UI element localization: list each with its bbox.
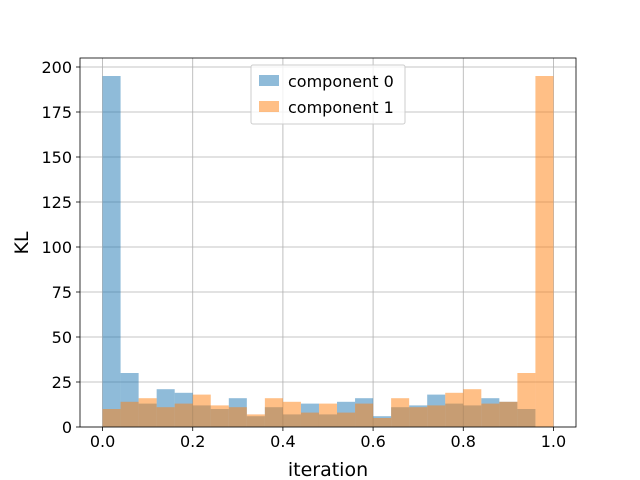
bar-series-1 [481, 403, 500, 427]
y-tick-label: 50 [52, 328, 72, 347]
x-tick-label: 0.2 [180, 432, 205, 451]
legend-swatch [259, 75, 279, 86]
bar-series-1 [174, 403, 193, 427]
legend-frame [250, 64, 406, 125]
bar-series-1 [337, 412, 356, 427]
bar-series-1 [120, 401, 139, 427]
bar-series-0 [102, 76, 121, 427]
legend-entry-label: component 1 [288, 98, 394, 117]
legend-entry-label: component 0 [288, 72, 394, 91]
legend: component 0 component 1 [250, 64, 406, 125]
x-axis-ticks: 0.0 0.2 0.4 0.6 0.8 1.0 [90, 427, 566, 451]
x-axis-label: iteration [288, 459, 368, 480]
bar-series-1 [535, 76, 554, 427]
bar-series-1 [391, 398, 410, 427]
plot-frame [79, 57, 577, 428]
bar-series-1 [264, 398, 283, 427]
y-tick-label: 150 [41, 148, 72, 167]
bar-series-1 [373, 418, 392, 427]
bar-series-1 [300, 412, 319, 427]
bars [102, 76, 554, 427]
y-tick-label: 125 [41, 193, 72, 212]
bar-series-1 [355, 403, 374, 427]
bar-series-1 [246, 414, 265, 427]
x-tick-label: 0.0 [90, 432, 115, 451]
y-tick-label: 100 [41, 238, 72, 257]
bar-series-1 [409, 407, 428, 427]
bar-series-1 [102, 409, 121, 427]
x-tick-label: 0.8 [451, 432, 476, 451]
y-axis-label: KL [11, 231, 33, 254]
bar-series-1 [318, 403, 338, 427]
x-tick-label: 0.4 [270, 432, 295, 451]
bar-series-1 [192, 394, 211, 427]
y-tick-label: 200 [41, 58, 72, 77]
bar-series-1 [282, 401, 301, 427]
bar-series-1 [138, 398, 157, 427]
bar-series-1 [517, 373, 536, 427]
bar-series-1 [499, 401, 518, 427]
y-axis-ticks: 0 25 50 75 100 125 150 175 200 [41, 58, 80, 437]
x-tick-label: 0.6 [360, 432, 385, 451]
bar-series-1 [445, 392, 464, 427]
bar-series-1 [427, 405, 446, 427]
y-tick-label: 75 [52, 283, 72, 302]
bar-series-1 [156, 407, 175, 427]
bar-series-1 [228, 407, 247, 427]
legend-swatch [259, 101, 279, 112]
y-tick-label: 25 [52, 373, 72, 392]
y-tick-label: 175 [41, 103, 72, 122]
bar-series-1 [210, 405, 229, 427]
y-tick-label: 0 [62, 418, 72, 437]
bar-series-1 [463, 389, 482, 427]
x-tick-label: 1.0 [541, 432, 566, 451]
